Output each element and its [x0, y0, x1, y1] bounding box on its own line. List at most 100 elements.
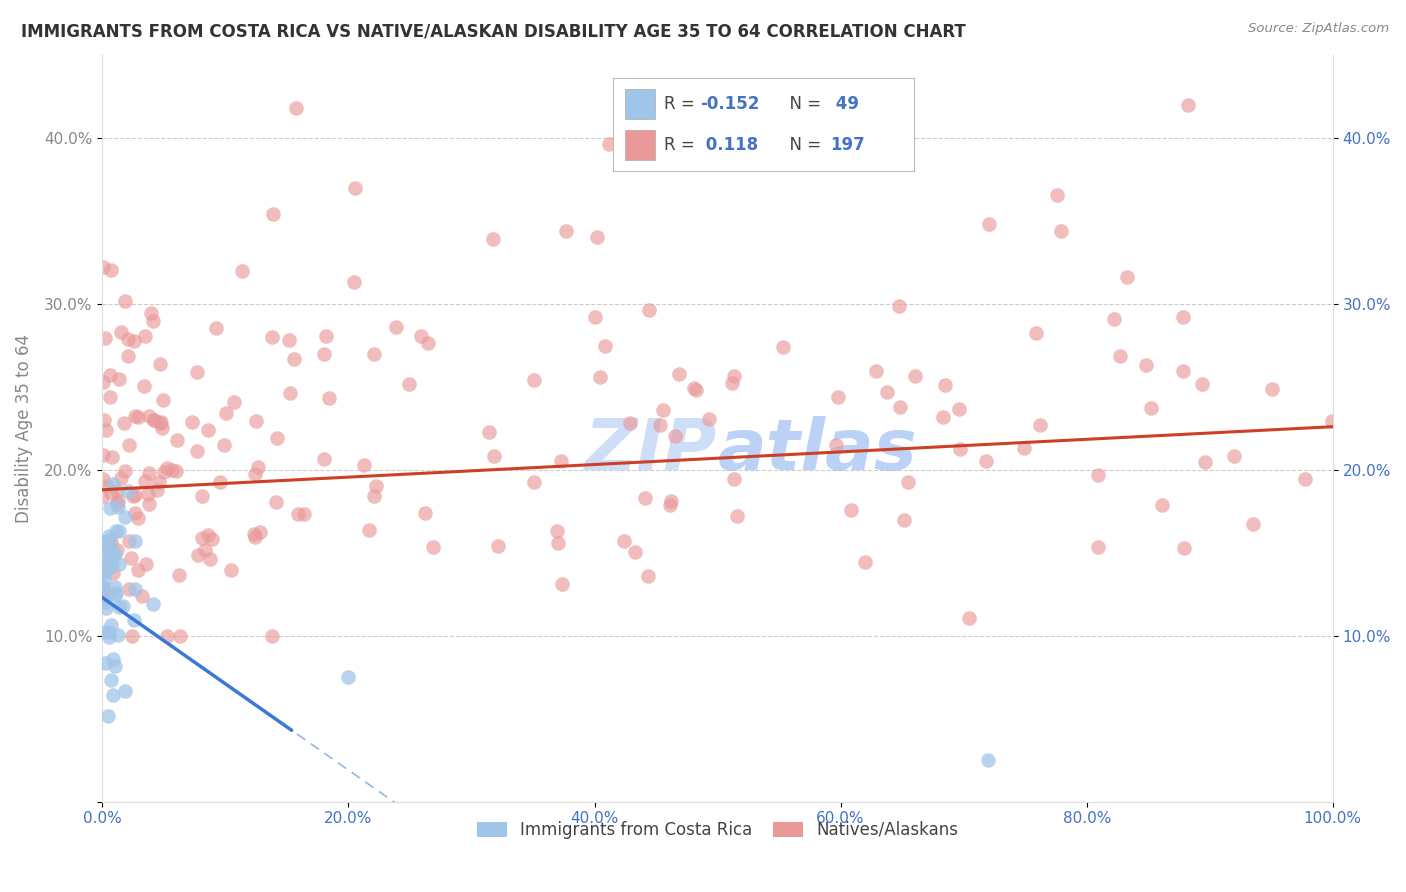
Point: [723, 368, 745, 383]
Point: [101, 450, 124, 464]
Point: [198, 552, 221, 566]
Point: [100, 534, 122, 549]
Point: [121, 629, 143, 643]
Point: [486, 539, 509, 553]
Point: [148, 475, 170, 489]
Point: [1322, 414, 1344, 428]
Point: [131, 589, 153, 603]
Point: [243, 467, 266, 481]
Text: atlas: atlas: [717, 417, 917, 485]
Point: [100, 263, 122, 277]
Point: [357, 523, 380, 537]
Point: [1171, 364, 1194, 378]
Point: [103, 566, 125, 581]
Point: [108, 372, 131, 386]
Point: [413, 506, 436, 520]
Point: [482, 449, 505, 463]
Point: [117, 484, 139, 499]
Point: [546, 524, 568, 538]
Point: [957, 611, 980, 625]
Point: [169, 629, 191, 643]
Point: [1025, 326, 1047, 341]
Point: [1135, 358, 1157, 372]
Point: [167, 568, 190, 582]
Point: [143, 413, 166, 427]
Point: [186, 365, 208, 379]
Point: [142, 598, 165, 612]
Point: [1116, 270, 1139, 285]
Point: [1029, 417, 1052, 432]
Point: [724, 105, 747, 120]
Point: [934, 377, 956, 392]
Point: [897, 475, 920, 489]
Point: [658, 498, 681, 512]
Point: [249, 525, 271, 540]
Point: [93, 413, 115, 427]
Point: [94, 600, 117, 615]
Point: [685, 384, 707, 398]
Point: [264, 494, 287, 508]
Point: [114, 293, 136, 308]
Point: [948, 402, 970, 417]
Point: [156, 629, 179, 643]
Point: [117, 333, 139, 347]
Point: [103, 476, 125, 491]
Point: [124, 582, 146, 596]
Point: [974, 454, 997, 468]
Point: [215, 406, 238, 420]
Point: [96, 478, 118, 492]
Point: [156, 461, 179, 475]
Point: [839, 503, 862, 517]
Point: [197, 528, 219, 542]
Point: [932, 410, 955, 425]
Point: [231, 263, 253, 277]
Point: [1177, 98, 1199, 112]
Point: [260, 629, 283, 643]
Point: [127, 410, 149, 425]
Point: [224, 395, 246, 409]
Text: IMMIGRANTS FROM COSTA RICA VS NATIVE/ALASKAN DISABILITY AGE 35 TO 64 CORRELATION: IMMIGRANTS FROM COSTA RICA VS NATIVE/ALA…: [21, 22, 966, 40]
Point: [551, 576, 574, 591]
Point: [118, 534, 141, 549]
Point: [120, 551, 142, 566]
Point: [949, 442, 972, 456]
Point: [97, 533, 120, 547]
Point: [100, 673, 122, 687]
Point: [262, 207, 284, 221]
Point: [98, 500, 121, 515]
Point: [149, 417, 172, 431]
Point: [284, 102, 307, 116]
Point: [1173, 310, 1195, 325]
Point: [132, 379, 155, 393]
Point: [887, 299, 910, 313]
Point: [104, 659, 127, 673]
Point: [1194, 455, 1216, 469]
Point: [648, 417, 671, 432]
Point: [93, 535, 115, 549]
Point: [865, 364, 887, 378]
Point: [97, 529, 120, 543]
Point: [186, 444, 208, 458]
Point: [723, 472, 745, 486]
Text: ZIP: ZIP: [585, 417, 717, 485]
Point: [100, 618, 122, 632]
Point: [1294, 472, 1316, 486]
Point: [278, 333, 301, 347]
Point: [117, 349, 139, 363]
Point: [124, 506, 146, 520]
Point: [547, 535, 569, 549]
Point: [283, 351, 305, 366]
Point: [93, 656, 115, 670]
Point: [318, 391, 340, 405]
Text: Source: ZipAtlas.com: Source: ZipAtlas.com: [1249, 22, 1389, 36]
Point: [127, 511, 149, 525]
Point: [827, 390, 849, 404]
Point: [209, 475, 232, 490]
Point: [98, 368, 121, 383]
Point: [134, 329, 156, 343]
Point: [149, 357, 172, 371]
Point: [94, 331, 117, 345]
Point: [91, 490, 114, 504]
Point: [124, 409, 146, 423]
Point: [194, 543, 217, 558]
